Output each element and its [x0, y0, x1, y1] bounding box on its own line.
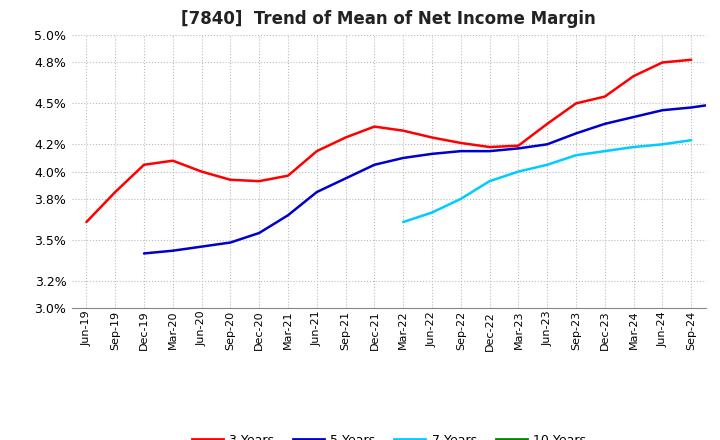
5 Years: [168, 248, 177, 253]
Title: [7840]  Trend of Mean of Net Income Margin: [7840] Trend of Mean of Net Income Margi…: [181, 10, 596, 28]
Line: 7 Years: 7 Years: [403, 140, 691, 222]
3 Years: [687, 57, 696, 62]
3 Years: [197, 169, 206, 174]
7 Years: [428, 210, 436, 215]
5 Years: [341, 176, 350, 181]
7 Years: [629, 144, 638, 150]
5 Years: [687, 105, 696, 110]
3 Years: [456, 140, 465, 146]
3 Years: [658, 60, 667, 65]
7 Years: [399, 220, 408, 225]
5 Years: [629, 114, 638, 120]
3 Years: [312, 149, 321, 154]
Line: 3 Years: 3 Years: [86, 60, 691, 222]
5 Years: [716, 101, 720, 106]
5 Years: [255, 231, 264, 236]
5 Years: [456, 149, 465, 154]
3 Years: [284, 173, 292, 178]
5 Years: [658, 107, 667, 113]
3 Years: [111, 189, 120, 194]
7 Years: [543, 162, 552, 167]
Legend: 3 Years, 5 Years, 7 Years, 10 Years: 3 Years, 5 Years, 7 Years, 10 Years: [186, 429, 591, 440]
5 Years: [514, 146, 523, 151]
5 Years: [370, 162, 379, 167]
7 Years: [658, 142, 667, 147]
5 Years: [226, 240, 235, 245]
3 Years: [428, 135, 436, 140]
3 Years: [399, 128, 408, 133]
7 Years: [514, 169, 523, 174]
3 Years: [370, 124, 379, 129]
3 Years: [629, 73, 638, 79]
5 Years: [197, 244, 206, 249]
5 Years: [284, 213, 292, 218]
7 Years: [572, 153, 580, 158]
3 Years: [485, 144, 494, 150]
5 Years: [140, 251, 148, 256]
3 Years: [543, 121, 552, 127]
5 Years: [399, 155, 408, 161]
5 Years: [428, 151, 436, 157]
3 Years: [82, 220, 91, 225]
3 Years: [140, 162, 148, 167]
3 Years: [226, 177, 235, 183]
3 Years: [341, 135, 350, 140]
5 Years: [543, 142, 552, 147]
3 Years: [255, 179, 264, 184]
7 Years: [687, 138, 696, 143]
3 Years: [168, 158, 177, 163]
Line: 5 Years: 5 Years: [144, 103, 720, 253]
7 Years: [600, 149, 609, 154]
5 Years: [485, 149, 494, 154]
5 Years: [312, 189, 321, 194]
5 Years: [572, 131, 580, 136]
3 Years: [572, 101, 580, 106]
3 Years: [514, 143, 523, 148]
3 Years: [600, 94, 609, 99]
7 Years: [456, 196, 465, 202]
7 Years: [485, 179, 494, 184]
5 Years: [600, 121, 609, 127]
